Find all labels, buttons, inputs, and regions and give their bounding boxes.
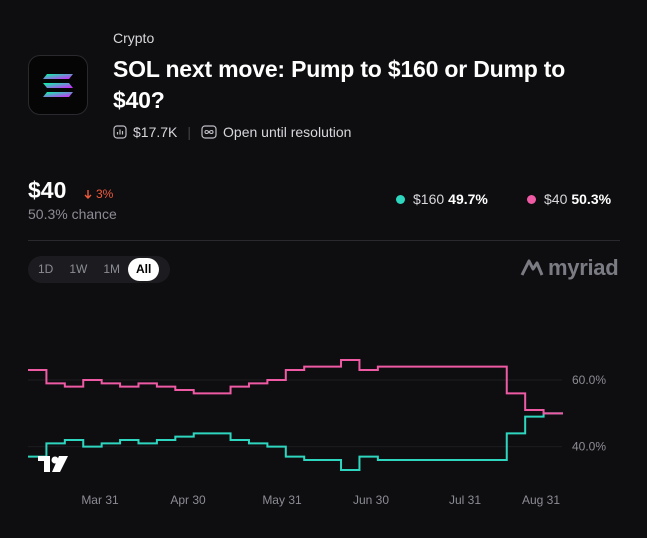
range-1d[interactable]: 1D <box>38 262 54 276</box>
legend-value-40: 50.3% <box>571 191 612 207</box>
x-tick-label: Mar 31 <box>81 493 119 507</box>
market-meta: $17.7K | Open until resolution <box>113 123 351 141</box>
market-logo <box>28 55 88 115</box>
market-title: SOL next move: Pump to $160 or Dump to $… <box>113 56 566 113</box>
outcome-price: $40 <box>28 177 67 203</box>
outcome-chance: 50.3% chance <box>28 206 117 222</box>
series-line-0 <box>28 412 563 471</box>
myriad-logo-icon <box>520 259 544 276</box>
price-change-value: 3% <box>96 187 114 201</box>
legend-item-40[interactable]: $40 50.3% <box>527 191 611 207</box>
y-tick-label: 40.0% <box>572 440 606 454</box>
tradingview-logo <box>38 456 68 472</box>
meta-divider: | <box>187 124 192 140</box>
time-range-selector: 1D 1W 1M All <box>28 256 170 283</box>
section-divider <box>28 240 620 241</box>
price-chart[interactable]: Mar 31 Apr 30 May 31 Jun 30 Jul 31 Aug 31 40.… <box>0 330 647 520</box>
x-tick-label: May 31 <box>262 493 302 507</box>
series-line-1 <box>28 359 563 415</box>
x-tick-label: Jun 30 <box>353 493 389 507</box>
legend-item-160[interactable]: $160 49.7% <box>396 191 488 207</box>
x-tick-label: Aug 31 <box>522 493 560 507</box>
legend-label-160: $160 <box>413 191 445 207</box>
range-all[interactable]: All <box>128 258 160 281</box>
range-1m[interactable]: 1M <box>103 262 121 276</box>
legend-dot-40 <box>527 194 536 204</box>
solana-icon <box>43 74 73 97</box>
volume-icon <box>113 125 127 139</box>
x-tick-label: Jul 31 <box>449 493 481 507</box>
arrow-down-icon <box>84 189 92 199</box>
infinity-icon <box>201 125 217 139</box>
price-change: 3% <box>83 187 113 201</box>
market-status: Open until resolution <box>223 124 352 140</box>
legend-value-160: 49.7% <box>448 191 488 207</box>
brand-watermark: myriad <box>520 255 619 281</box>
legend-label-40: $40 <box>544 191 568 207</box>
legend-dot-160 <box>396 194 405 204</box>
x-tick-label: Apr 30 <box>170 493 206 507</box>
range-1w[interactable]: 1W <box>69 262 88 276</box>
market-category[interactable]: Crypto <box>113 30 155 46</box>
volume-value: $17.7K <box>133 124 178 140</box>
brand-name: myriad <box>548 255 619 280</box>
y-tick-label: 60.0% <box>572 373 606 387</box>
